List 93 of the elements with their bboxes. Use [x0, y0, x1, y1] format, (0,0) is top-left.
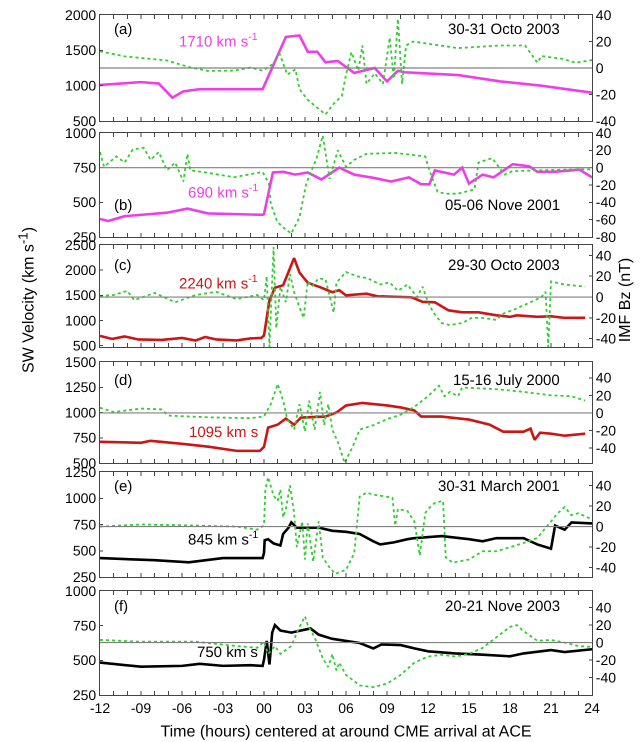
x-tick-label: 18	[502, 700, 518, 716]
line-series	[100, 624, 592, 668]
y2-tick-label: -20	[596, 539, 616, 556]
annotation: (c)	[114, 257, 132, 274]
y2-tick-label: 0	[596, 288, 604, 305]
annotation: 05-06 Nove 2001	[445, 197, 560, 214]
annotation: (e)	[114, 478, 132, 495]
x-tick-label: 24	[584, 700, 600, 716]
x-tick-label: 06	[338, 700, 354, 716]
y-tick-label: 2000	[65, 262, 96, 278]
y-tick-label: 1500	[65, 42, 96, 58]
y-tick-label: 500	[72, 542, 96, 559]
line-series	[100, 18, 592, 116]
x-tick-label: 00	[256, 700, 272, 716]
series-label: 1095 km s	[189, 424, 258, 441]
annotation: (f)	[114, 598, 128, 615]
x-tick-label: 09	[379, 700, 395, 716]
y2-tick-label: 20	[596, 498, 612, 514]
x-tick-label: 21	[543, 700, 559, 716]
y2-tick-label: -40	[596, 560, 616, 576]
y2-tick-label: -40	[596, 194, 616, 210]
y2-tick-label: -40	[596, 669, 616, 686]
y2-tick-label: -40	[596, 330, 616, 347]
x-tick-label: 03	[297, 700, 313, 716]
y2-tick-label: 20	[596, 268, 612, 284]
y-tick-label: 1000	[65, 78, 96, 94]
y-tick-label: 500	[72, 194, 96, 210]
line-series	[100, 162, 592, 222]
y-tick-label: 1000	[65, 582, 96, 599]
y-tick-label: 1250	[65, 379, 96, 396]
y2-tick-label: -20	[596, 310, 616, 326]
y-tick-label: 1500	[65, 354, 96, 370]
y2-tick-label: -80	[596, 228, 616, 245]
annotation: 20-21 Nove 2003	[445, 598, 560, 615]
y2-tick-label: -20	[596, 652, 616, 668]
y2-tick-label: 20	[596, 33, 612, 50]
y2-tick-label: 20	[596, 387, 612, 404]
y2-tick-label: 0	[596, 404, 604, 421]
annotation: (a)	[114, 21, 132, 38]
x-tick-label: -06	[172, 700, 192, 716]
y-tick-label: 250	[72, 568, 96, 585]
y2-tick-label: 40	[596, 370, 612, 386]
line-series	[100, 476, 592, 575]
y-tick-label: 750	[72, 430, 96, 446]
y-tick-label: 500	[72, 652, 96, 668]
y2-tick-label: -40	[596, 440, 616, 456]
x-axis-title: Time (hours) centered at around CME arrival at ACE	[160, 724, 532, 740]
series-label: 845 km s$^{-1}$	[188, 529, 258, 548]
line-series	[100, 134, 592, 234]
x-tick-label: -03	[212, 700, 234, 716]
y-tick-label: 750	[72, 618, 96, 634]
series-label: 690 km s$^{-1}$	[188, 182, 258, 202]
annotation: 29-30 Octo 2003	[448, 257, 560, 274]
annotation: 30-31 March 2001	[438, 478, 560, 495]
annotation: 30-31 Octo 2003	[448, 21, 560, 38]
y2-tick-label: 20	[596, 142, 612, 158]
y2-tick-label: -20	[596, 422, 616, 438]
y2-tick-label: -60	[596, 212, 616, 228]
series-label: 2240 km s$^{-1}$	[179, 273, 258, 292]
y-tick-label: 500	[72, 337, 96, 354]
line-series	[100, 521, 592, 564]
y-tick-label: 1500	[65, 287, 96, 304]
y2-tick-label: 20	[596, 616, 612, 633]
annotation: (d)	[114, 372, 132, 389]
y2-tick-label: -20	[596, 86, 616, 102]
y2-tick-label: -20	[596, 176, 616, 193]
line-series	[100, 246, 586, 347]
y2-tick-label: 40	[596, 477, 612, 494]
y-tick-label: 2000	[65, 6, 96, 23]
y2-tick-label: 40	[596, 247, 612, 264]
line-series	[100, 256, 586, 342]
x-tick-label: -09	[130, 700, 152, 716]
y2-tick-label: 40	[596, 6, 612, 23]
y2-axis-title: IMF Bz (nT)	[617, 258, 635, 342]
y-tick-label: 1000	[65, 404, 96, 420]
y-tick-label: 1000	[65, 490, 96, 506]
y-tick-label: 750	[72, 160, 96, 176]
y-tick-label: 1000	[65, 312, 96, 328]
line-series	[100, 402, 586, 452]
annotation: (b)	[114, 197, 132, 214]
y-tick-label: 500	[72, 112, 96, 129]
line-series	[100, 615, 592, 688]
y2-tick-label: 0	[596, 160, 604, 176]
y2-tick-label: 0	[596, 60, 604, 76]
y2-tick-label: 40	[596, 600, 612, 616]
y2-tick-label: 0	[596, 634, 604, 650]
series-label: 1710 km s$^{-1}$	[179, 31, 258, 50]
y2-tick-label: 0	[596, 518, 604, 534]
series-label: 750 km s	[197, 644, 258, 661]
x-tick-label: 12	[420, 700, 436, 716]
x-tick-label: 15	[461, 700, 477, 716]
annotation: 15-16 July 2000	[453, 372, 560, 389]
y-tick-label: 750	[72, 516, 96, 532]
